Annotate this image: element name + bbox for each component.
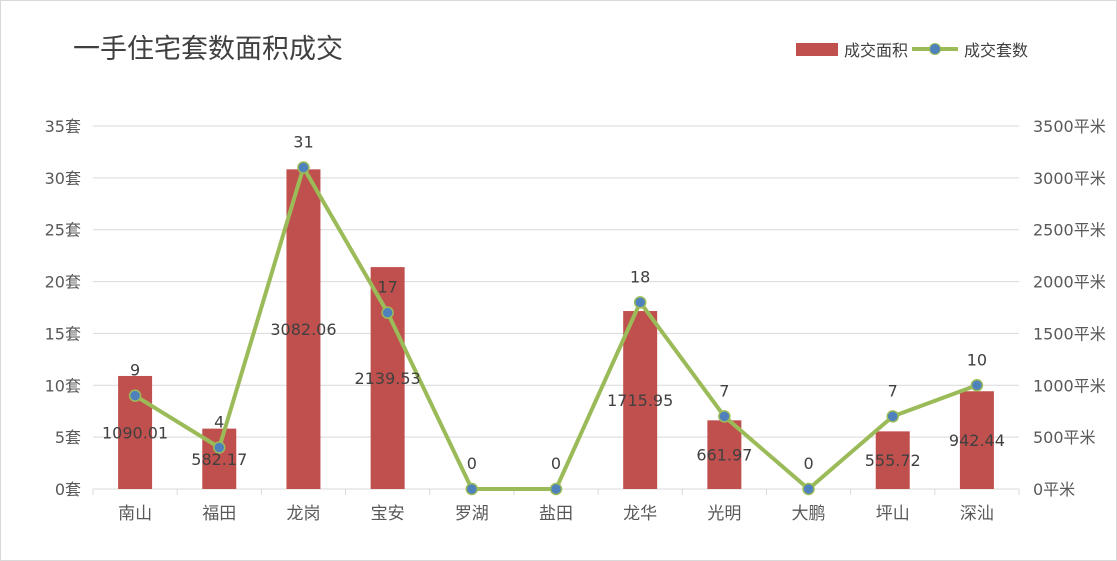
line-data-label: 17 xyxy=(377,278,397,297)
y-left-tick-label: 30套 xyxy=(45,169,81,188)
y-right-tick-label: 2000平米 xyxy=(1033,273,1106,292)
line-point xyxy=(970,379,984,392)
chart-title: 一手住宅套数面积成交 xyxy=(73,34,343,65)
line-data-label: 7 xyxy=(888,381,898,400)
legend-item-count: 成交套数 xyxy=(911,37,1028,61)
chart-legend: 成交面积 成交套数 xyxy=(792,37,1028,61)
line-point xyxy=(213,441,226,454)
line-data-label: 9 xyxy=(130,361,140,380)
x-tick-label: 罗湖 xyxy=(455,504,489,524)
legend-swatch-line xyxy=(911,42,958,56)
legend-label-area: 成交面积 xyxy=(843,41,908,60)
y-right-tick-label: 3000平米 xyxy=(1033,169,1106,188)
line-data-label: 10 xyxy=(967,350,987,369)
y-right-tick-label: 0平米 xyxy=(1033,480,1075,499)
y-left-tick-label: 35套 xyxy=(45,117,81,136)
bar-data-label: 1715.95 xyxy=(607,391,673,410)
bar-data-label: 582.17 xyxy=(191,450,247,469)
bar xyxy=(707,420,742,489)
x-tick-label: 南山 xyxy=(118,504,152,524)
legend-swatch-bar xyxy=(795,42,838,56)
line-data-label: 7 xyxy=(719,381,729,400)
x-tick-label: 宝安 xyxy=(371,504,405,524)
y-left-tick-label: 10套 xyxy=(45,376,81,395)
line-point xyxy=(718,410,731,423)
bar xyxy=(286,169,321,489)
y-right-tick-label: 2500平米 xyxy=(1033,221,1106,240)
x-tick-label: 龙华 xyxy=(623,504,657,524)
y-left-tick-label: 25套 xyxy=(45,221,81,240)
bar-data-label: 661.97 xyxy=(696,446,752,465)
bar xyxy=(623,311,658,489)
line-point xyxy=(802,482,815,496)
line-point xyxy=(465,482,479,496)
line-point xyxy=(633,296,647,309)
bar-data-label: 2139.53 xyxy=(355,369,421,388)
line-point xyxy=(381,306,394,319)
line-data-label: 18 xyxy=(630,267,650,286)
bar-data-label: 1090.01 xyxy=(102,423,168,442)
line-data-label: 31 xyxy=(293,132,313,151)
legend-label-count: 成交套数 xyxy=(963,41,1028,60)
y-left-tick-label: 0套 xyxy=(55,480,81,499)
x-tick-label: 盐田 xyxy=(539,504,573,524)
x-tick-label: 坪山 xyxy=(876,504,910,524)
y-left-tick-label: 5套 xyxy=(55,428,81,447)
line-data-label: 4 xyxy=(214,413,224,432)
y-right-tick-label: 3500平米 xyxy=(1033,117,1106,136)
y-left-tick-label: 20套 xyxy=(45,273,81,292)
bar-data-label: 942.44 xyxy=(949,431,1005,450)
line-data-label: 0 xyxy=(467,454,477,473)
bar xyxy=(875,431,910,489)
bar xyxy=(370,267,405,489)
legend-item-area: 成交面积 xyxy=(795,37,908,61)
line-data-label: 0 xyxy=(803,454,813,473)
x-tick-label: 龙岗 xyxy=(286,504,320,524)
x-tick-label: 大鹏 xyxy=(792,504,826,524)
series-line xyxy=(134,165,978,491)
bar-data-label: 555.72 xyxy=(865,451,921,470)
line-data-label: 0 xyxy=(551,454,561,473)
y-right-tick-label: 1000平米 xyxy=(1033,376,1106,395)
x-tick-label: 福田 xyxy=(202,504,236,524)
line-point xyxy=(886,410,899,423)
x-tick-label: 深汕 xyxy=(960,504,994,524)
line-point xyxy=(128,389,142,402)
y-right-tick-label: 500平米 xyxy=(1033,428,1096,447)
line-point xyxy=(297,161,310,174)
bar xyxy=(959,391,994,489)
y-left-tick-label: 15套 xyxy=(45,324,81,343)
line-point xyxy=(549,482,563,496)
bar-data-label: 3082.06 xyxy=(270,320,336,339)
x-tick-label: 光明 xyxy=(707,504,741,524)
y-right-tick-label: 1500平米 xyxy=(1033,324,1106,343)
